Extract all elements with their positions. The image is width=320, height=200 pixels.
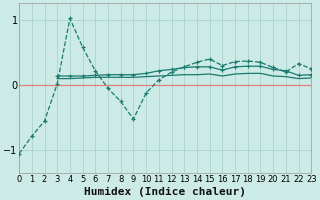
X-axis label: Humidex (Indice chaleur): Humidex (Indice chaleur) — [84, 186, 246, 197]
